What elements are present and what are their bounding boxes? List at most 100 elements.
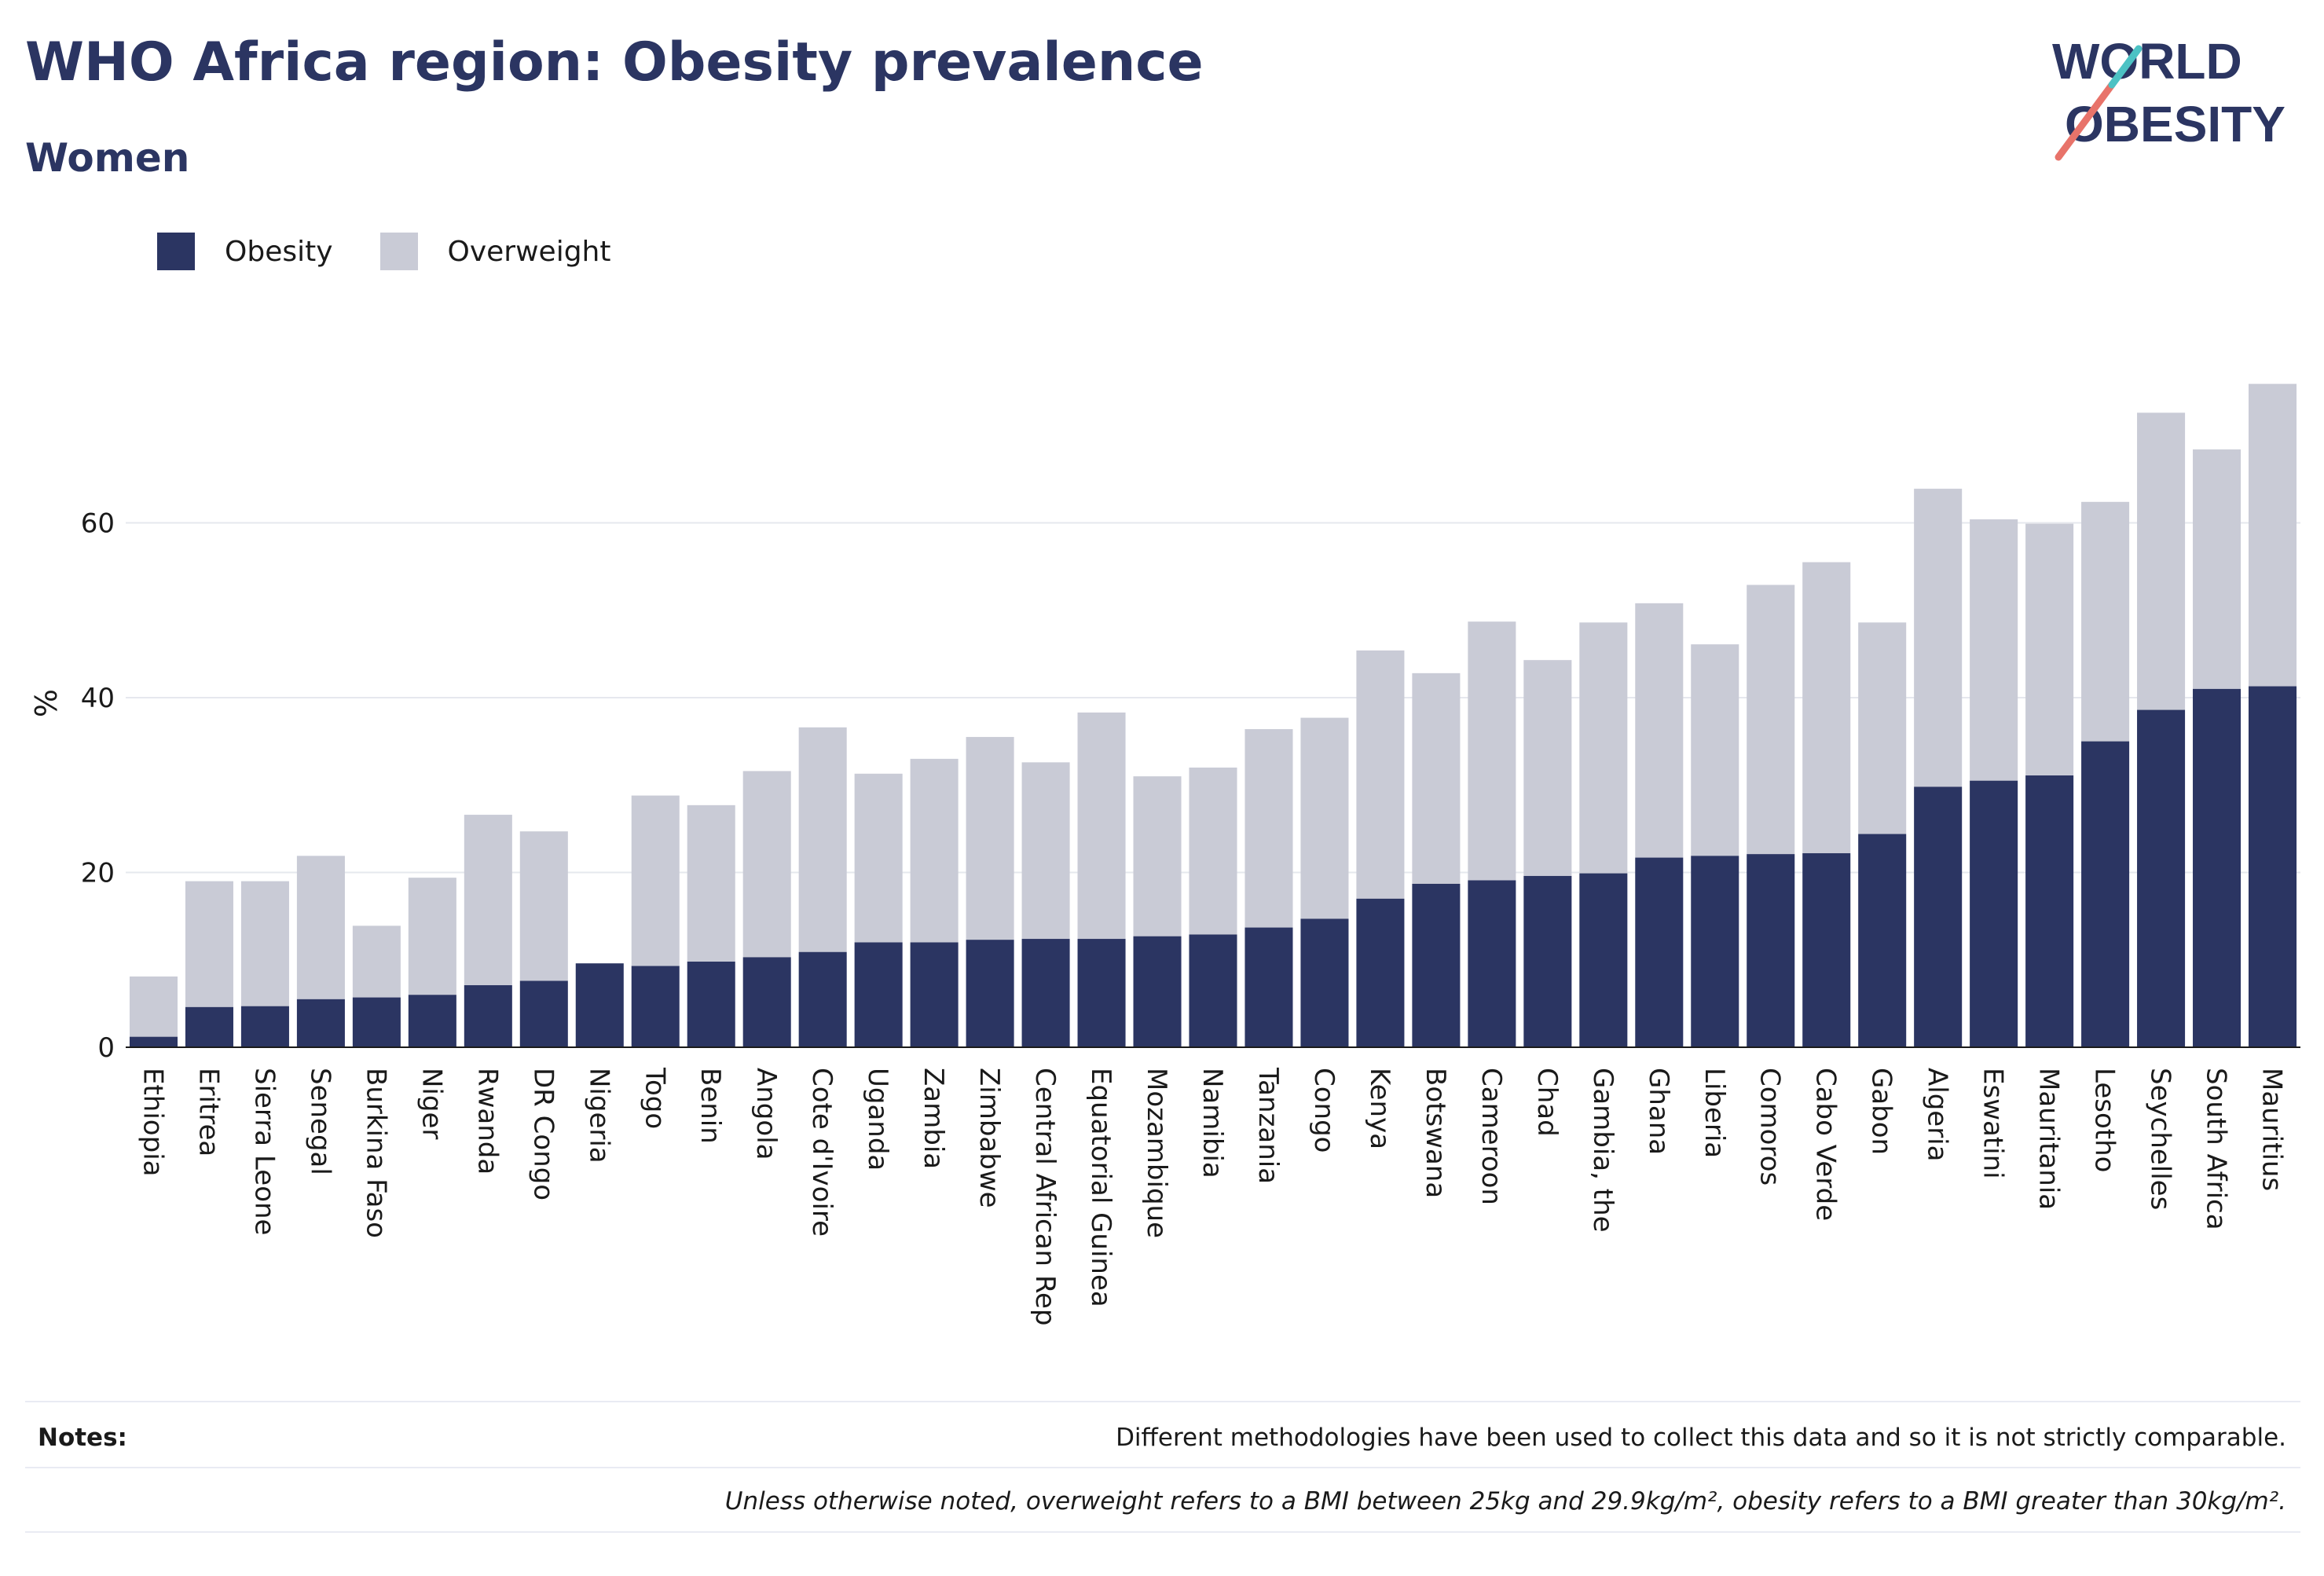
bar-obesity — [296, 999, 345, 1047]
x-tick-label: Cabo Verde — [1810, 1068, 1842, 1221]
y-axis-label: % — [29, 689, 64, 717]
bar-overweight — [966, 737, 1014, 940]
bar-obesity — [1356, 898, 1405, 1047]
y-tick-label-60: 60 — [81, 508, 115, 540]
chart-subtitle: Women — [25, 135, 190, 181]
x-tick-label: Botswana — [1420, 1068, 1451, 1198]
bar-overweight — [631, 795, 680, 966]
bar-overweight — [1356, 650, 1405, 899]
bar-obesity — [798, 951, 847, 1047]
x-tick-label: Zimbabwe — [973, 1068, 1005, 1208]
x-tick-label: Comoros — [1754, 1068, 1786, 1186]
x-tick-label: Cote d'Ivoire — [806, 1068, 838, 1237]
bar-overweight — [1523, 660, 1572, 876]
bar-obesity — [1635, 857, 1684, 1047]
x-tick-label: Cameroon — [1475, 1068, 1507, 1205]
bar-overweight — [1635, 603, 1684, 858]
bar-obesity — [1244, 927, 1293, 1047]
x-tick-label: Togo — [639, 1067, 670, 1129]
bar-obesity — [2248, 686, 2297, 1047]
x-tick-label: South Africa — [2201, 1068, 2232, 1230]
y-tick-label-0: 0 — [97, 1032, 115, 1064]
x-tick-label: Uganda — [862, 1068, 893, 1171]
bar-overweight — [1747, 585, 1795, 855]
bar-overweight — [2248, 383, 2297, 687]
bar-overweight — [1189, 768, 1237, 935]
x-tick-label: Angola — [750, 1068, 782, 1160]
x-tick-label: Niger — [416, 1068, 447, 1139]
logo-slash-teal — [2108, 45, 2143, 89]
y-tick-label-40: 40 — [81, 683, 115, 714]
legend-label-overweight: Overweight — [447, 235, 611, 268]
bar-obesity — [742, 957, 791, 1047]
bar-overweight — [2081, 501, 2130, 742]
bar-overweight — [1802, 562, 1851, 854]
bar-overweight — [185, 881, 233, 1007]
bar-obesity — [687, 961, 735, 1047]
x-tick-label: Namibia — [1197, 1068, 1228, 1178]
bar-overweight — [240, 881, 289, 1006]
bar-overweight — [1468, 621, 1516, 881]
bar-obesity — [1133, 936, 1182, 1047]
x-tick-label: Ghana — [1643, 1068, 1674, 1155]
bar-obesity — [2025, 775, 2074, 1047]
x-tick-label: Equatorial Guinea — [1085, 1068, 1116, 1307]
x-tick-label: Rwanda — [471, 1068, 503, 1175]
bar-obesity — [1691, 856, 1739, 1047]
bar-overweight — [1077, 712, 1126, 940]
bar-overweight — [1300, 717, 1349, 919]
world-obesity-logo: WORLD OBESITY — [2052, 33, 2286, 161]
x-tick-label: Gabon — [1866, 1068, 1897, 1155]
bar-overweight — [1691, 644, 1739, 856]
logo-line2: OBESITY — [2065, 96, 2286, 152]
bar-obesity — [910, 942, 959, 1047]
x-tick-label: Mauritania — [2033, 1068, 2065, 1210]
x-tick-label: Eritrea — [192, 1068, 224, 1156]
bar-overweight — [352, 925, 401, 998]
legend-swatch-overweight — [379, 233, 418, 270]
x-tick-label: Congo — [1308, 1068, 1340, 1153]
bar-overweight — [1244, 729, 1293, 928]
bar-obesity — [1412, 883, 1461, 1047]
bar-obesity — [129, 1036, 178, 1047]
bar-overweight — [464, 815, 512, 986]
bar-obesity — [2081, 741, 2130, 1047]
x-tick-label: Nigeria — [583, 1068, 614, 1164]
bar-obesity — [352, 997, 401, 1047]
bar-obesity — [408, 995, 456, 1047]
x-tick-label: Liberia — [1699, 1068, 1730, 1158]
bar-obesity — [2137, 709, 2186, 1047]
notes-label: Notes: — [38, 1424, 127, 1452]
bar-overweight — [1021, 762, 1070, 940]
bar-overweight — [1858, 622, 1907, 834]
logo-slash-red — [2055, 81, 2116, 161]
bar-overweight — [2193, 449, 2242, 689]
x-tick-label: Senegal — [304, 1068, 335, 1175]
bar-obesity — [1189, 934, 1237, 1047]
bar-overweight — [1579, 622, 1628, 874]
legend-item-overweight: Overweight — [379, 233, 611, 270]
x-tick-label: Ethiopia — [137, 1068, 168, 1176]
notes-text: Different methodologies have been used t… — [1116, 1424, 2286, 1452]
x-tick-label: Mauritius — [2256, 1068, 2288, 1191]
bar-obesity — [1021, 939, 1070, 1047]
y-tick-label-20: 20 — [81, 858, 115, 889]
bar-obesity — [2193, 688, 2242, 1047]
logo-line1: WORLD — [2052, 33, 2242, 90]
bar-obesity — [464, 985, 512, 1047]
bar-obesity — [1077, 939, 1126, 1047]
x-tick-label: Gambia, the — [1587, 1068, 1618, 1233]
x-tick-label: Chad — [1531, 1068, 1563, 1137]
bar-overweight — [1914, 489, 1963, 787]
bar-overweight — [798, 727, 847, 952]
x-tick-label: Mozambique — [1141, 1068, 1172, 1238]
bar-overweight — [854, 773, 903, 943]
bar-obesity — [1747, 854, 1795, 1047]
notes-definition-text: Unless otherwise noted, overweight refer… — [724, 1487, 2286, 1516]
bar-overweight — [408, 878, 456, 995]
notes-divider-top — [25, 1401, 2300, 1402]
x-tick-label: Sierra Leone — [248, 1068, 280, 1235]
x-tick-label: Kenya — [1364, 1068, 1395, 1149]
x-tick-label: Seychelles — [2145, 1068, 2176, 1210]
